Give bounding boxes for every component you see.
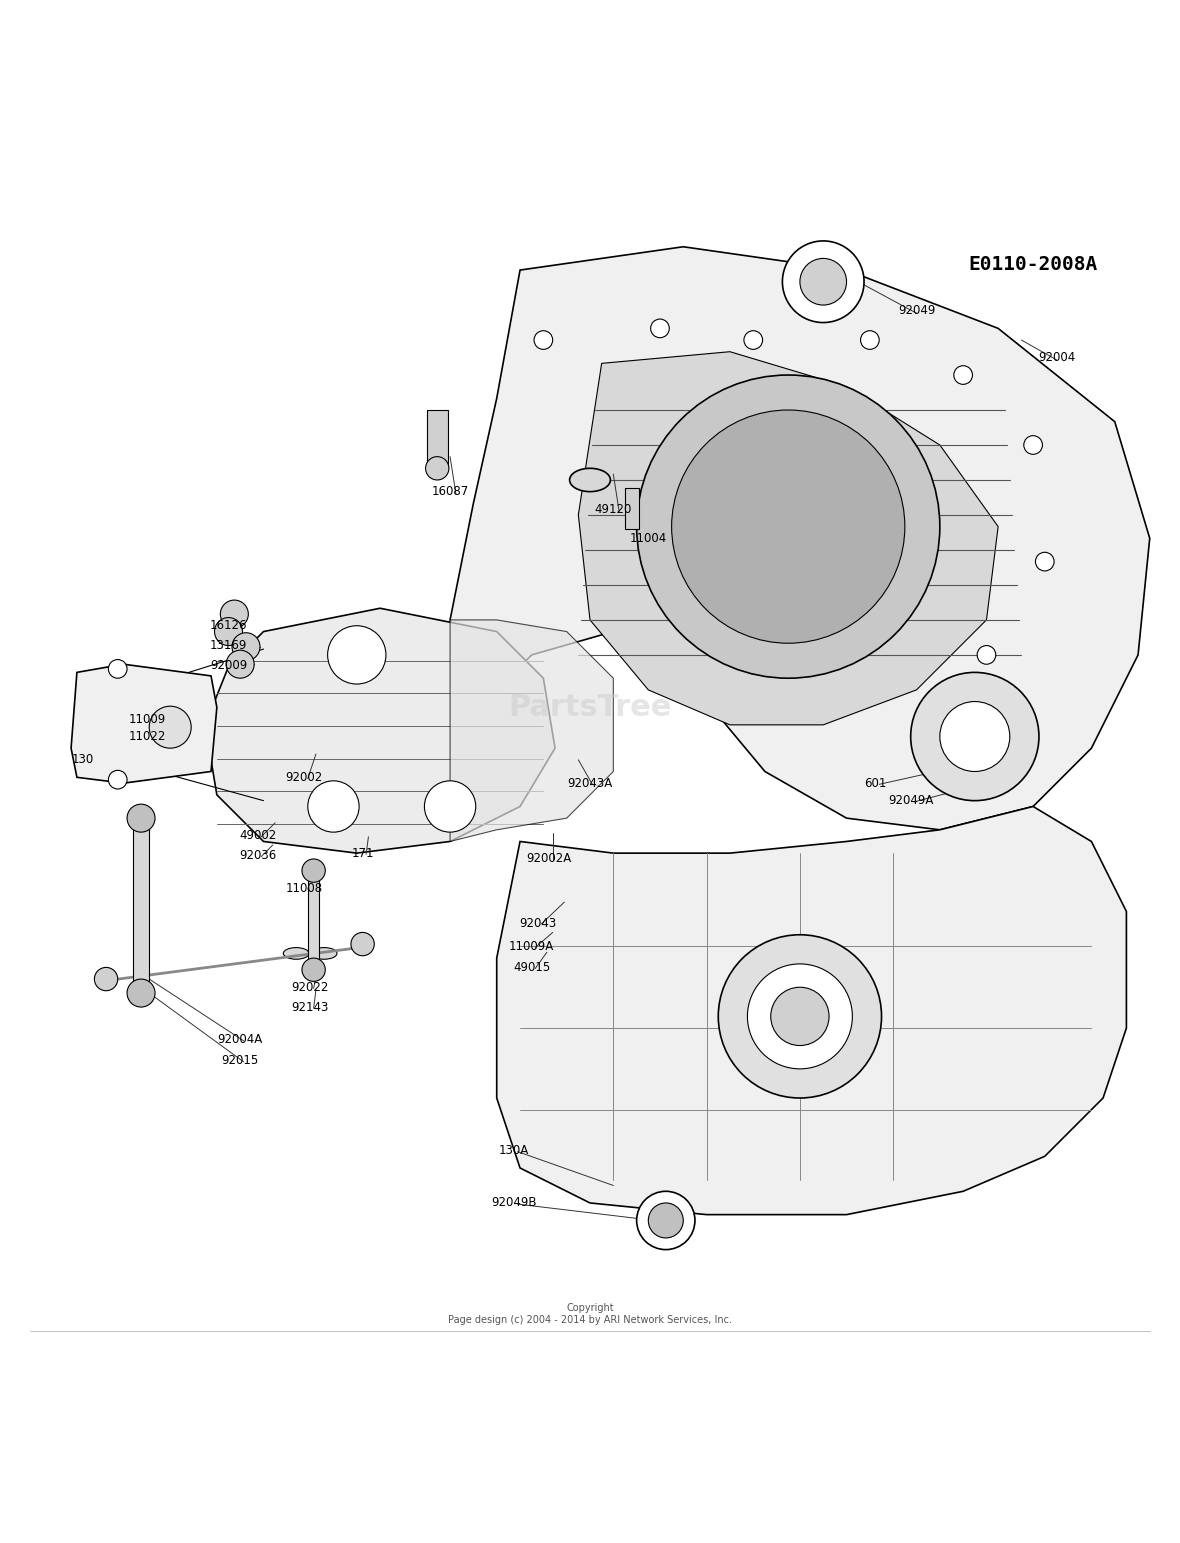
Polygon shape	[205, 608, 555, 853]
Circle shape	[860, 330, 879, 349]
Circle shape	[215, 617, 243, 645]
Circle shape	[232, 633, 260, 660]
Circle shape	[939, 702, 1010, 772]
Text: 92043: 92043	[519, 917, 556, 929]
Text: 11009: 11009	[129, 713, 165, 725]
Circle shape	[425, 781, 476, 832]
Text: 92015: 92015	[222, 1054, 258, 1068]
Circle shape	[221, 600, 248, 628]
Circle shape	[671, 410, 905, 643]
Circle shape	[953, 366, 972, 384]
Text: 92002: 92002	[286, 772, 323, 784]
Circle shape	[637, 1191, 695, 1250]
Text: 92143: 92143	[291, 1000, 329, 1014]
Circle shape	[109, 770, 127, 788]
Text: 92022: 92022	[291, 981, 329, 994]
Circle shape	[977, 645, 996, 663]
Polygon shape	[497, 807, 1127, 1214]
Text: 92043A: 92043A	[568, 776, 612, 790]
Polygon shape	[578, 352, 998, 725]
Circle shape	[648, 1204, 683, 1237]
Text: 171: 171	[352, 847, 374, 859]
Polygon shape	[450, 247, 1149, 830]
Text: 11022: 11022	[129, 730, 165, 744]
Circle shape	[302, 958, 326, 981]
Ellipse shape	[283, 947, 309, 960]
Circle shape	[426, 457, 448, 480]
Text: 49015: 49015	[513, 961, 550, 974]
Polygon shape	[71, 663, 217, 784]
Circle shape	[800, 258, 846, 306]
Circle shape	[771, 988, 830, 1046]
Text: 601: 601	[865, 776, 887, 790]
Circle shape	[127, 804, 155, 832]
Bar	[308, 870, 320, 969]
Circle shape	[650, 319, 669, 338]
Text: 49120: 49120	[595, 503, 632, 515]
Text: PartsTree: PartsTree	[509, 693, 671, 722]
Circle shape	[127, 980, 155, 1008]
Ellipse shape	[312, 947, 337, 960]
Text: 92009: 92009	[210, 659, 247, 671]
Circle shape	[350, 932, 374, 955]
Circle shape	[1036, 552, 1054, 571]
Circle shape	[719, 935, 881, 1099]
Text: 49002: 49002	[240, 829, 276, 842]
Circle shape	[328, 626, 386, 684]
Text: 130: 130	[72, 753, 94, 767]
Text: 92004: 92004	[1038, 350, 1075, 364]
Bar	[625, 488, 640, 529]
Text: E0110-2008A: E0110-2008A	[969, 255, 1097, 273]
Circle shape	[109, 659, 127, 679]
Circle shape	[94, 967, 118, 991]
Ellipse shape	[570, 469, 610, 492]
Circle shape	[747, 964, 852, 1069]
Text: 130A: 130A	[499, 1143, 530, 1157]
Circle shape	[149, 707, 191, 748]
Text: 16126: 16126	[210, 619, 248, 633]
Circle shape	[1024, 435, 1042, 454]
Text: 11009A: 11009A	[509, 940, 555, 954]
Circle shape	[302, 859, 326, 883]
Text: 92036: 92036	[240, 849, 276, 863]
Bar	[133, 818, 149, 994]
Text: 92049: 92049	[898, 304, 936, 318]
Circle shape	[308, 781, 359, 832]
Text: 16087: 16087	[432, 485, 468, 498]
Circle shape	[911, 673, 1038, 801]
Text: 13169: 13169	[210, 639, 247, 653]
Circle shape	[637, 375, 939, 679]
Circle shape	[535, 330, 552, 349]
Text: 92049B: 92049B	[491, 1196, 537, 1210]
Bar	[427, 410, 447, 469]
Text: 92004A: 92004A	[217, 1034, 263, 1046]
Text: 92002A: 92002A	[526, 852, 572, 866]
Text: Copyright
Page design (c) 2004 - 2014 by ARI Network Services, Inc.: Copyright Page design (c) 2004 - 2014 by…	[448, 1302, 732, 1324]
Polygon shape	[450, 620, 614, 841]
Circle shape	[782, 241, 864, 322]
Circle shape	[227, 650, 254, 679]
Circle shape	[743, 330, 762, 349]
Text: 11004: 11004	[630, 532, 667, 545]
Text: 92049A: 92049A	[889, 795, 933, 807]
Text: 11008: 11008	[286, 881, 323, 895]
